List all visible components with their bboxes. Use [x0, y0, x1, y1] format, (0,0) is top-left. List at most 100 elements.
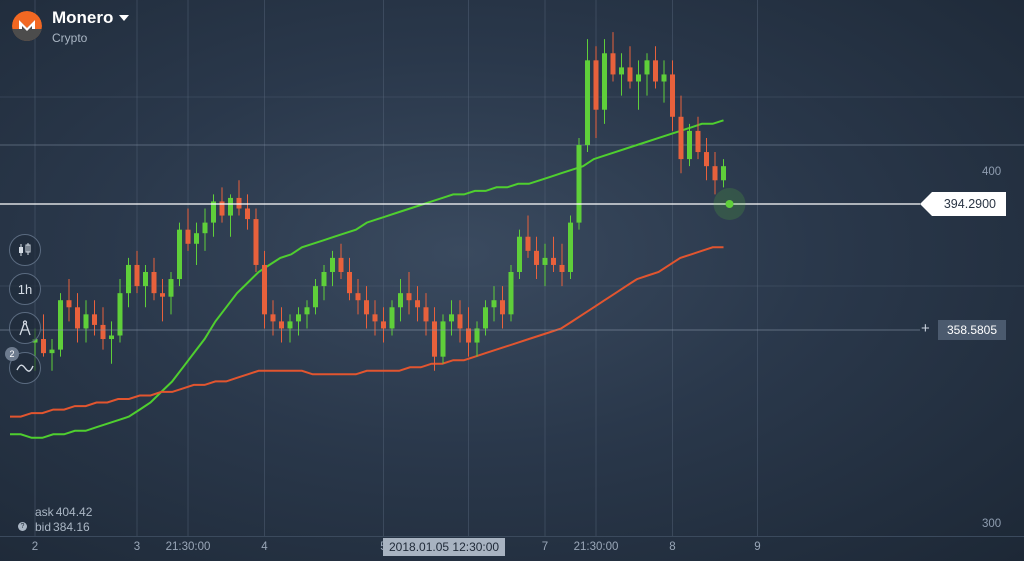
candle-body	[653, 60, 658, 82]
candle-body	[678, 116, 684, 160]
timeframe-label: 1h	[17, 281, 33, 297]
candle-body	[534, 250, 539, 265]
candle-body	[296, 314, 301, 322]
candle-body	[449, 314, 454, 322]
candle-body	[41, 339, 46, 354]
candle-body	[338, 257, 344, 272]
help-icon[interactable]: ?	[18, 522, 27, 531]
candle-body	[211, 201, 216, 223]
candle-body	[619, 67, 624, 75]
x-tick-label: 9	[754, 541, 761, 553]
candle-body	[75, 307, 80, 329]
x-tick-label: 7	[541, 541, 549, 553]
candle-body	[168, 279, 174, 297]
indicators-wave-icon	[16, 364, 34, 372]
candle-body	[508, 272, 514, 315]
x-tick-label: 4	[261, 541, 268, 553]
y-tick-label: 400	[982, 166, 1002, 178]
candlestick-icon	[19, 243, 31, 256]
candle-body	[636, 74, 641, 82]
candle-body	[143, 272, 148, 287]
ask-label: ask	[35, 504, 54, 519]
x-tick-label: 2	[31, 541, 39, 553]
monero-logo-icon	[12, 11, 42, 41]
chart-type-button[interactable]	[9, 234, 41, 266]
candle-body	[287, 321, 293, 329]
candle-body	[58, 300, 63, 350]
candle-body	[525, 236, 531, 251]
candle-body	[398, 293, 403, 308]
candle-body	[661, 74, 667, 82]
candle-body	[49, 349, 55, 354]
candle-body	[559, 264, 565, 272]
candle-body	[585, 60, 590, 146]
crosshair-plus-icon[interactable]: +	[921, 320, 930, 337]
x-tick-label: 21:30:00	[165, 541, 211, 553]
candle-body	[610, 53, 616, 75]
timeframe-button[interactable]: 1h	[9, 273, 41, 305]
candle-body	[432, 321, 437, 357]
asset-name: Monero	[52, 8, 114, 27]
candle-body	[423, 307, 429, 322]
candle-body	[491, 300, 497, 308]
candles	[32, 32, 726, 371]
candle-body	[593, 60, 599, 110]
indicators-button[interactable]: 2	[5, 347, 41, 384]
ask-value: 404.42	[55, 504, 93, 519]
candle-body	[627, 67, 633, 82]
candle-body	[687, 130, 692, 160]
candle-body	[321, 272, 327, 287]
candle-body	[602, 53, 607, 110]
indicators-count-badge: 2	[5, 347, 19, 361]
candle-body	[500, 300, 505, 315]
moving-average-lines	[10, 119, 724, 439]
x-axis-line	[0, 536, 1024, 537]
candle-body	[517, 236, 522, 272]
asset-category: Crypto	[52, 31, 88, 45]
candle-body	[279, 321, 284, 329]
x-tick-label: 8	[669, 541, 676, 553]
chevron-down-icon	[119, 15, 130, 21]
candle-body	[364, 300, 369, 315]
candle-body	[117, 293, 123, 336]
candle-body	[406, 293, 412, 301]
candle-body	[304, 307, 310, 315]
candle-body	[185, 229, 191, 244]
crosshair-time-label: 2018.01.05 12:30:00	[383, 538, 506, 556]
candle-body	[194, 233, 199, 244]
candle-body	[415, 300, 420, 308]
candle-body	[92, 314, 97, 325]
drawing-compass-icon	[19, 320, 31, 336]
candle-body	[389, 307, 395, 329]
candle-body	[695, 130, 701, 153]
candle-body	[644, 60, 650, 75]
current-price-tag: 394.2900	[920, 192, 1006, 216]
current-price-dot	[725, 200, 734, 208]
asset-selector[interactable]: Monero	[52, 8, 130, 28]
candle-body	[551, 257, 556, 265]
candle-body	[704, 152, 709, 167]
candle-body	[347, 272, 352, 294]
candle-body	[721, 166, 726, 181]
candle-body	[134, 264, 140, 287]
candle-body	[474, 328, 480, 343]
candle-body	[313, 286, 318, 308]
candle-body	[466, 328, 471, 343]
candle-body	[151, 272, 157, 294]
candle-body	[177, 229, 182, 280]
x-tick-label: 3	[133, 541, 141, 553]
ask-bid-panel: ask 404.42 ? bid 384.16	[18, 504, 92, 534]
bid-label: bid	[35, 519, 52, 534]
candle-body	[160, 293, 165, 297]
candle-body	[542, 257, 548, 265]
candle-body	[100, 324, 106, 340]
drawing-tools-button[interactable]	[9, 312, 41, 344]
candle-body	[670, 74, 675, 117]
x-tick-label: 21:30:00	[573, 541, 619, 553]
candle-body	[32, 339, 38, 343]
ma-fast-line	[10, 119, 724, 439]
asset-header: Monero Crypto	[12, 8, 130, 45]
candle-body	[262, 264, 267, 315]
candle-body	[236, 197, 242, 209]
